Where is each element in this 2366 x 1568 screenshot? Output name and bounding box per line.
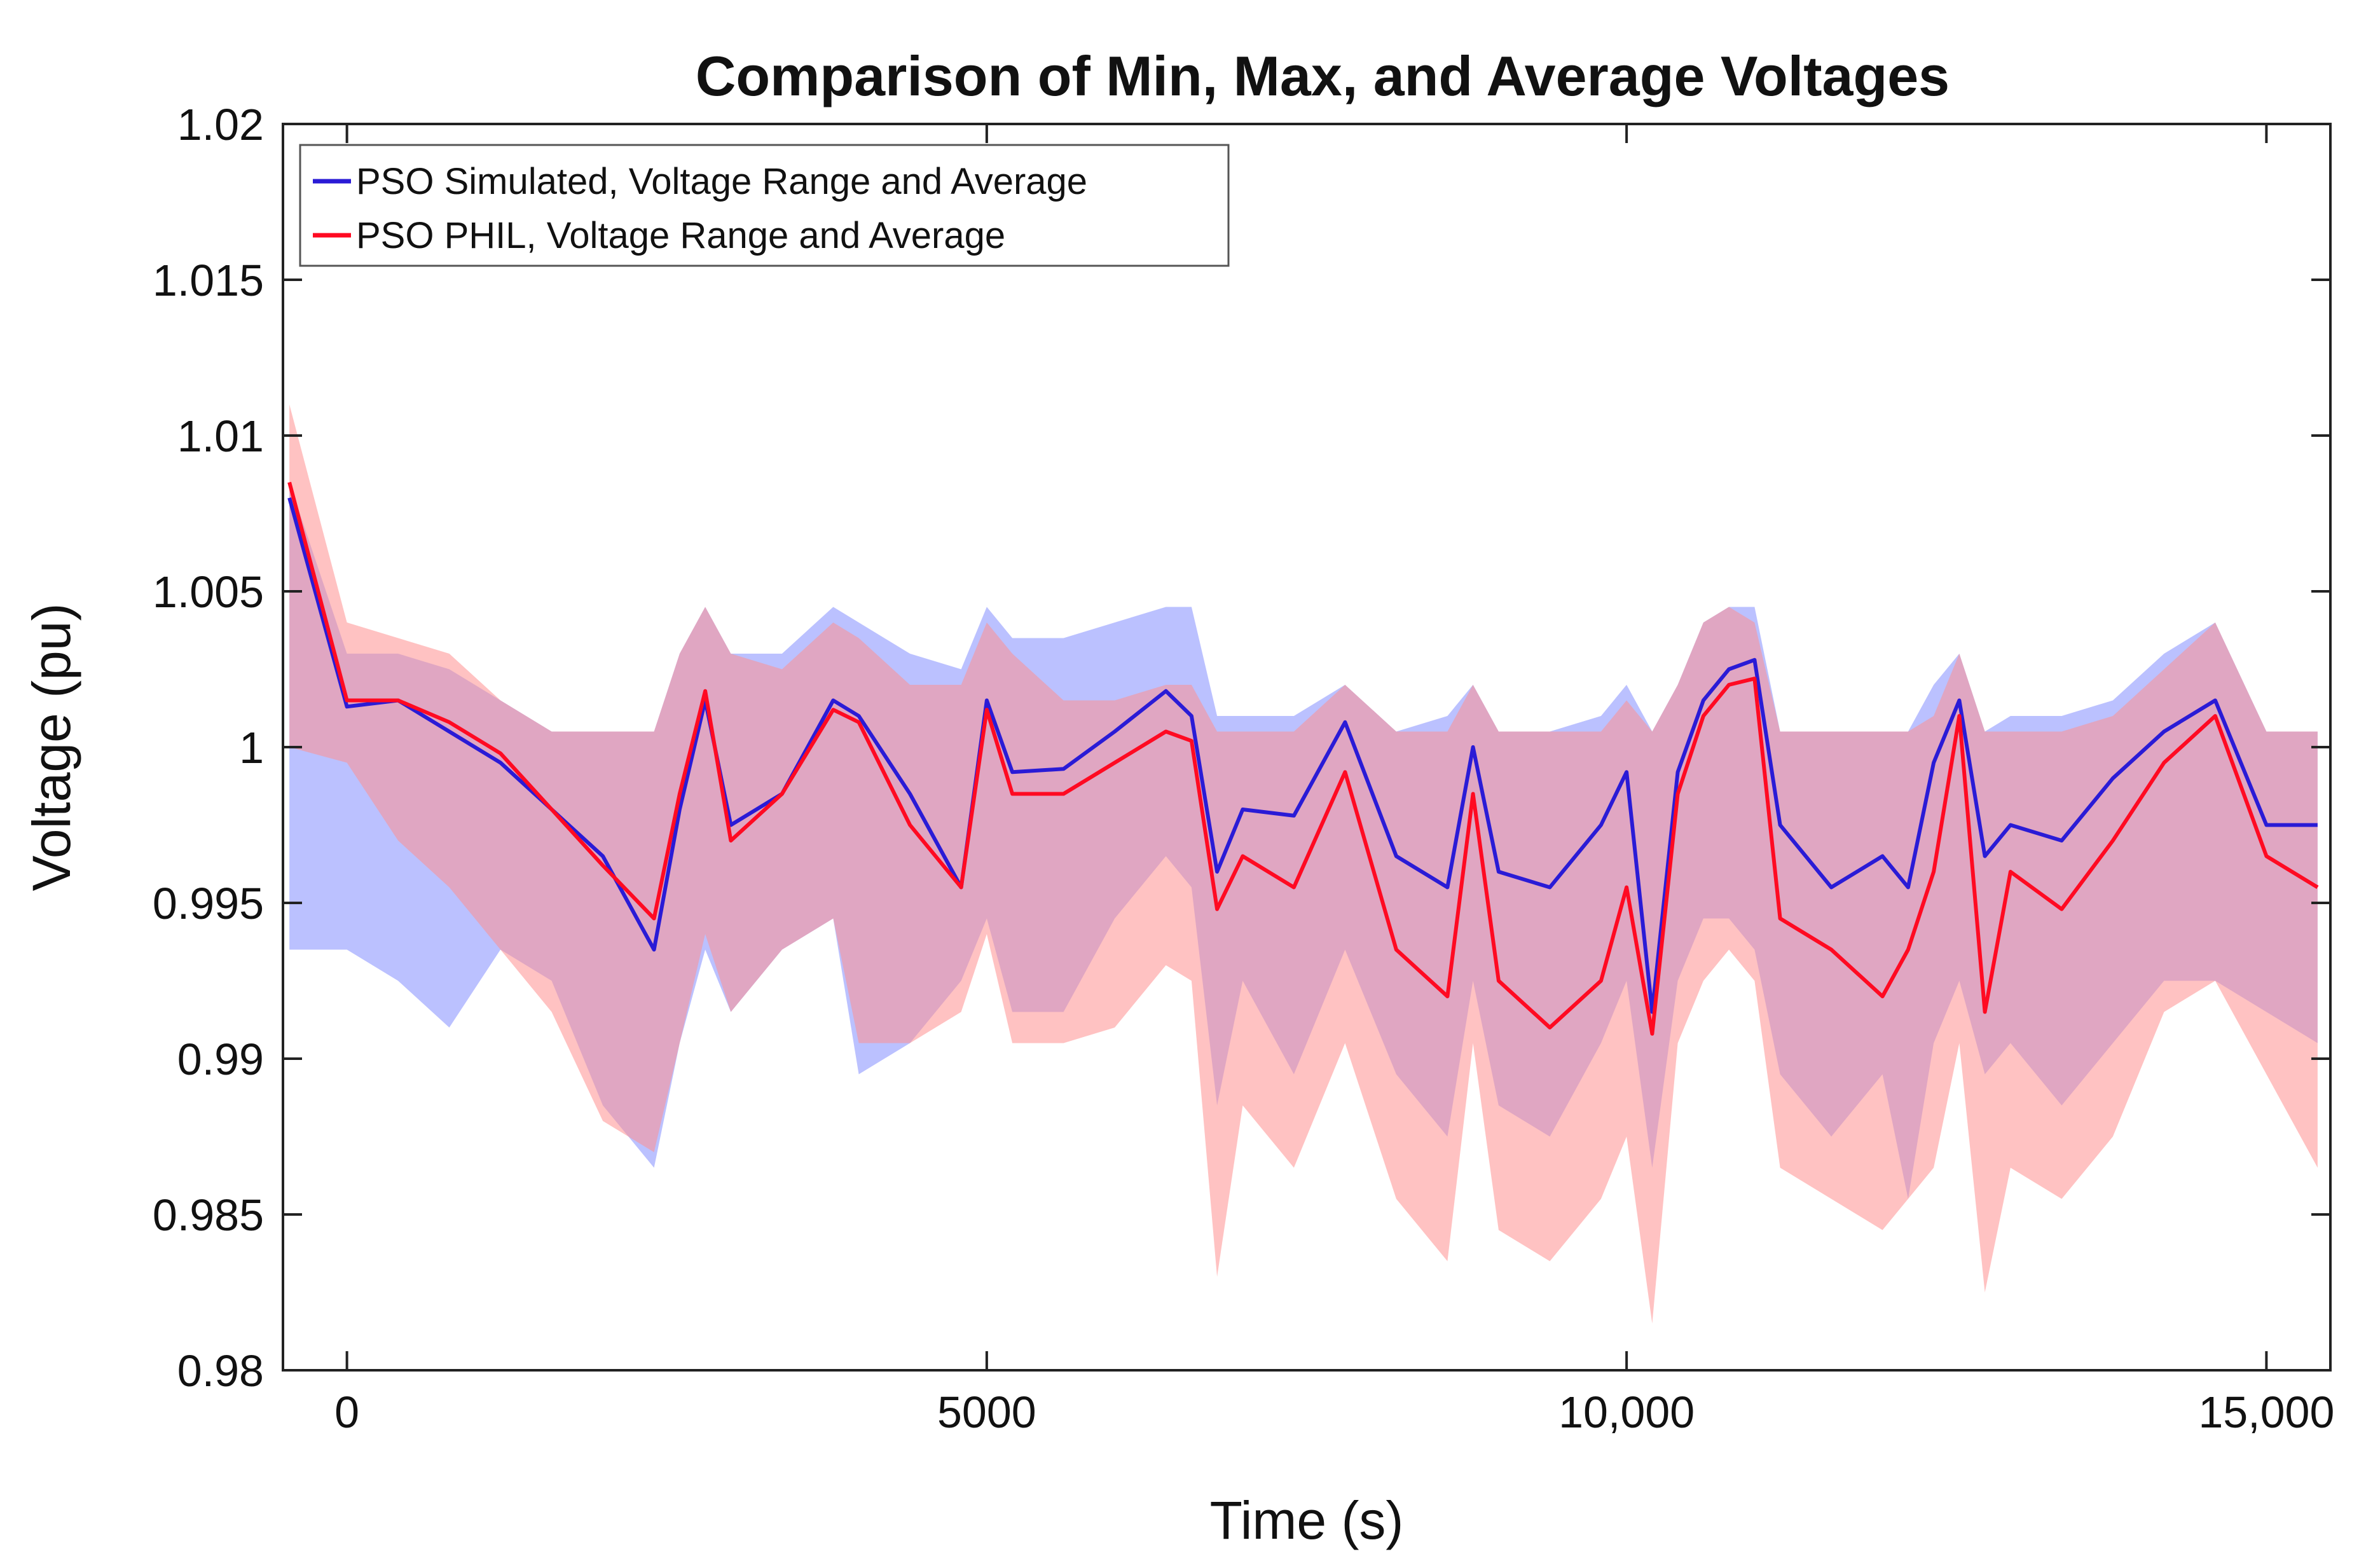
x-tick-label: 5000	[937, 1387, 1036, 1437]
y-tick-label: 1.005	[153, 567, 264, 617]
average-line-phil	[287, 481, 2319, 1036]
x-tick-label: 0	[334, 1387, 359, 1437]
average-line-simulated	[287, 497, 2318, 1014]
legend-entry-phil: PSO PHIL, Voltage Range and Average	[356, 215, 1005, 256]
x-tick-label: 10,000	[1558, 1387, 1695, 1437]
x-tick-label: 15,000	[2198, 1387, 2334, 1437]
y-tick-label: 1.015	[153, 256, 264, 305]
legend: PSO Simulated, Voltage Range and Average…	[299, 144, 1230, 267]
y-tick-label: 1	[239, 723, 264, 773]
y-tick-label: 0.995	[153, 879, 264, 928]
y-tick-label: 0.98	[177, 1346, 264, 1396]
y-tick-label: 1.01	[177, 411, 264, 461]
y-axis-label: Voltage (pu)	[22, 603, 81, 891]
chart-title: Comparison of Min, Max, and Average Volt…	[696, 45, 1950, 107]
legend-box	[299, 144, 1230, 267]
x-axis-label: Time (s)	[1210, 1490, 1404, 1550]
y-tick-label: 1.02	[177, 100, 264, 149]
axes-layer: 0.98 0.985 0.99 0.995 1 1.005 1.01 1.015 1.02 0 50…	[153, 100, 2335, 1437]
y-tick-label: 0.985	[153, 1190, 264, 1240]
y-tick-label: 0.99	[177, 1035, 264, 1084]
legend-entry-simulated: PSO Simulated, Voltage Range and Average	[356, 161, 1087, 202]
plot-layer	[287, 404, 2319, 1324]
